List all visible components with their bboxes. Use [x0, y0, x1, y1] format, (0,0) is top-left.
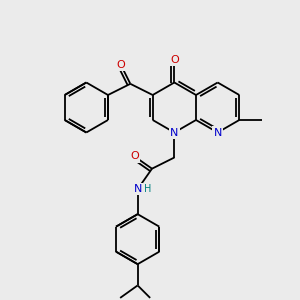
Text: N: N — [134, 184, 142, 194]
Text: O: O — [116, 60, 125, 70]
Text: O: O — [130, 152, 139, 161]
Text: N: N — [170, 128, 178, 137]
Text: N: N — [214, 128, 222, 137]
Text: O: O — [170, 55, 179, 65]
Text: H: H — [144, 184, 151, 194]
